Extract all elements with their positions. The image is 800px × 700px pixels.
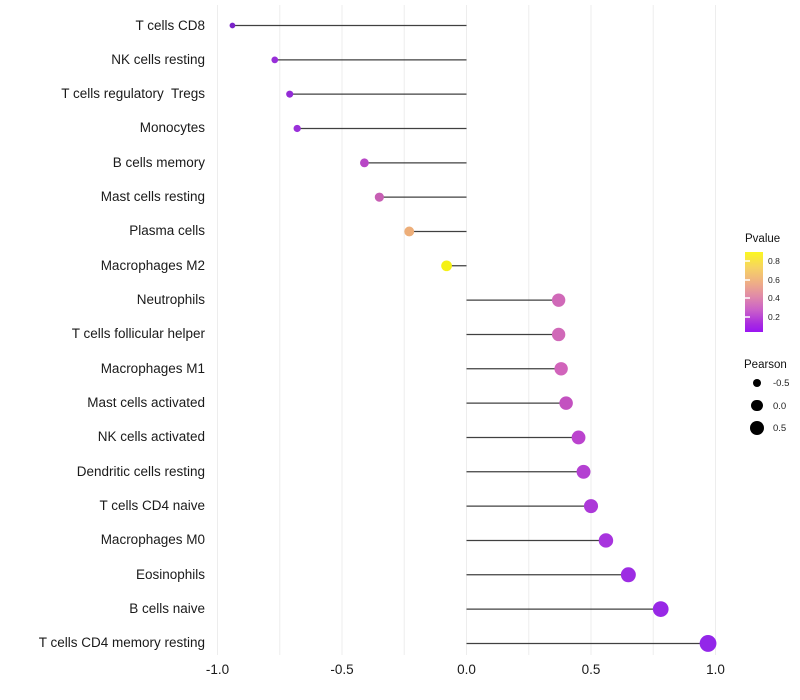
lollipop-dot [404,226,415,237]
y-axis-label: Dendritic cells resting [76,463,205,479]
lollipop-dot [620,567,636,583]
y-axis-label: T cells CD4 naive [99,498,205,514]
lollipop-dot [359,158,369,168]
y-axis-label: Macrophages M2 [100,257,205,273]
y-axis-label: Eosinophils [135,566,205,582]
pvalue-tick-mark [745,297,750,299]
y-axis-label: NK cells resting [111,51,205,67]
lollipop-dot [598,533,614,548]
y-axis-label: Mast cells activated [87,395,205,411]
lollipop-dot [571,430,586,445]
pearson-legend-dot [749,420,765,436]
lollipop-dot [293,124,301,133]
lollipop-dot [551,327,566,342]
y-axis-label: Macrophages M0 [100,532,205,548]
y-axis-label: Monocytes [139,120,205,136]
pvalue-tick-mark [745,278,750,281]
x-axis-tick-label: 0.0 [457,662,476,677]
lollipop-dot [652,601,669,617]
y-axis-label: NK cells activated [97,429,205,445]
lollipop-dot [374,192,384,202]
pvalue-tick-mark [745,260,750,262]
pearson-legend-label: 0.5 [773,423,787,434]
x-axis-tick-label: -1.0 [205,662,230,677]
lollipop-dot [551,293,566,307]
y-axis-label: Mast cells resting [100,189,205,205]
pearson-legend-dot [751,399,763,412]
lollipop-dot [576,464,591,479]
y-axis-label: Neutrophils [136,292,205,308]
pearson-legend-dot [752,378,762,388]
pearson-legend-label: -0.5 [773,378,790,389]
pvalue-legend-title: Pvalue [745,233,781,245]
y-axis-label: Macrophages M1 [100,360,205,376]
pvalue-tick-label: 0.4 [768,293,780,303]
pvalue-tick-label: 0.2 [768,311,780,322]
y-axis-label: T cells follicular helper [71,326,205,342]
y-axis-label: T cells CD8 [135,17,205,33]
y-axis-label: Plasma cells [129,223,205,239]
y-axis-label: B cells memory [112,154,205,170]
lollipop-dot [559,396,573,410]
pearson-legend-title: Pearson [744,359,787,371]
lollipop-dot [554,362,568,376]
lollipop-dot [699,635,717,652]
y-axis-label: T cells regulatory Tregs [61,86,205,102]
pvalue-tick-label: 0.6 [768,274,780,285]
pearson-legend-label: 0.0 [773,400,787,412]
lollipop-dot [271,56,279,64]
x-axis-tick-label: 1.0 [706,662,725,677]
pvalue-tick-label: 0.8 [768,256,780,266]
lollipop-dot [286,90,294,98]
x-axis-tick-label: 0.5 [581,662,601,677]
x-axis-tick-label: -0.5 [330,662,354,677]
pvalue-colorbar [745,252,763,332]
pvalue-tick-mark [745,315,750,318]
lollipop-dot [583,499,599,514]
y-axis-label: T cells CD4 memory resting [38,635,205,651]
y-axis-label: B cells naive [129,601,205,617]
lollipop-dot [229,22,236,29]
lollipop-dot [441,260,452,272]
